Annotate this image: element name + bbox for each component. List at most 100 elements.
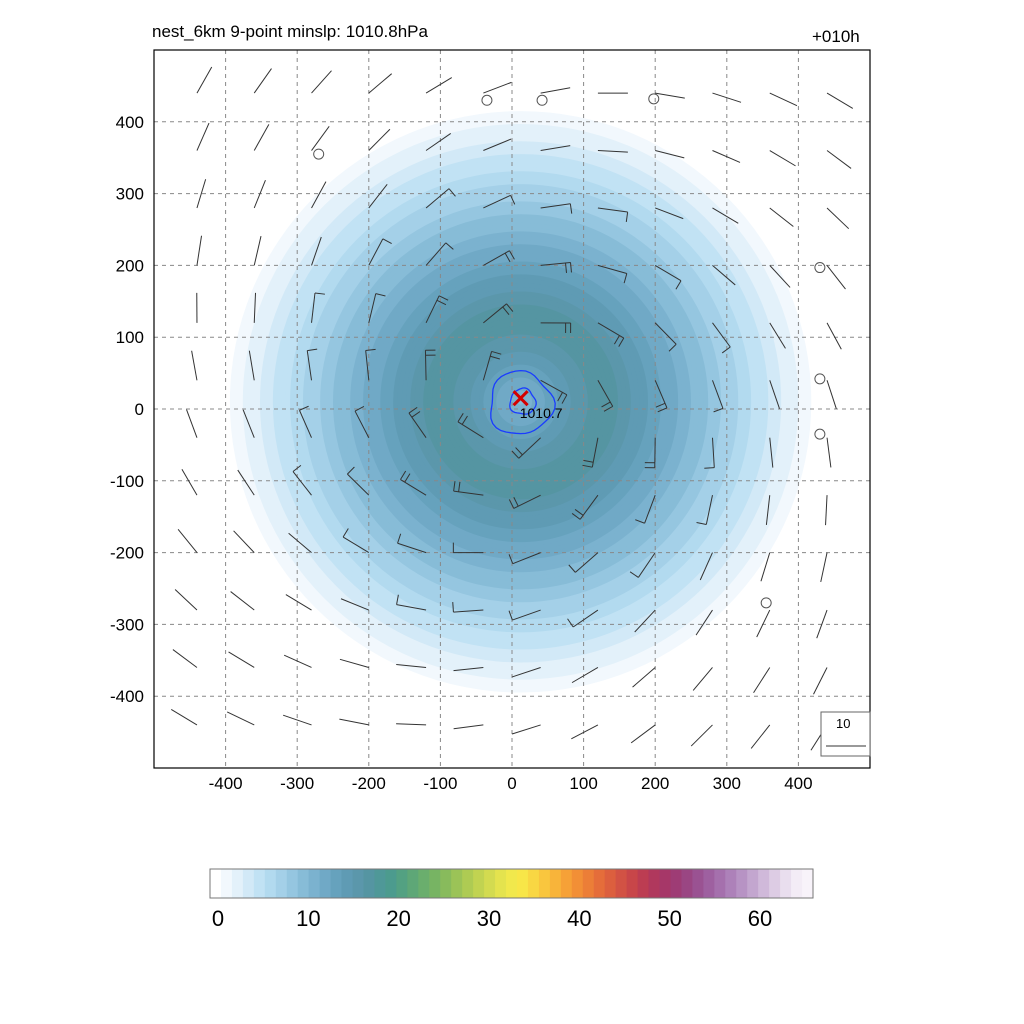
wind-barb-staff	[750, 724, 771, 749]
forecast-hour-label: +010h	[812, 27, 860, 46]
y-tick-label: 100	[116, 328, 144, 347]
colorbar-swatch	[527, 869, 540, 898]
wind-barb-staff	[311, 125, 330, 151]
wind-barb-staff	[171, 708, 198, 726]
colorbar-swatch	[769, 869, 781, 898]
wind-barb-staff	[597, 150, 628, 153]
colorbar-swatch	[451, 869, 463, 898]
colorbar-swatch	[780, 869, 792, 898]
y-tick-label: 300	[116, 185, 144, 204]
colorbar-swatch	[604, 869, 617, 898]
wind-barb-staff	[692, 667, 713, 691]
wind-barb-flag	[623, 273, 628, 284]
wind-barb-staff	[306, 350, 313, 381]
wind-barb-staff	[196, 122, 210, 151]
center-x-stroke	[512, 390, 529, 407]
y-tick-label: -300	[110, 615, 144, 634]
wind-barb-staff	[756, 609, 771, 638]
calm-circle	[481, 94, 493, 106]
wind-barb-staff	[630, 724, 656, 744]
colorbar-tick-label: 0	[212, 906, 224, 931]
wind-barb-flag	[404, 473, 411, 483]
y-tick-label: -400	[110, 687, 144, 706]
wind-barb-staff	[711, 437, 715, 468]
x-tick-label: 200	[641, 774, 669, 793]
wind-barb-flag	[342, 528, 349, 538]
plot-frame	[153, 49, 871, 769]
wind-barb-flag	[438, 295, 449, 301]
colorbar-swatch	[495, 869, 507, 898]
wind-barb-staff	[826, 437, 832, 468]
colorbar-swatch	[538, 869, 551, 898]
wind-barb-staff	[365, 350, 370, 381]
colorbar-swatch	[308, 869, 321, 898]
wind-barb-staff	[654, 264, 682, 282]
wind-barb-staff	[826, 380, 837, 409]
wind-barb-staff	[769, 92, 798, 107]
wind-barb-flag	[397, 533, 402, 544]
wind-barb-staff	[196, 235, 203, 266]
wind-barb-staff	[826, 265, 846, 290]
wind-barb-flag	[458, 481, 461, 492]
wind-barb-flag	[504, 252, 511, 263]
colorbar-swatch	[637, 869, 650, 898]
wind-barb-flag	[314, 292, 325, 295]
wind-barb-flag	[411, 411, 421, 418]
colorbar-swatch	[549, 869, 562, 898]
colorbar-swatch	[220, 869, 233, 898]
wind-barb-staff	[226, 711, 255, 726]
wind-barb-staff	[769, 322, 786, 349]
wind-barb-staff	[172, 649, 198, 668]
wind-barb-staff	[483, 194, 511, 209]
colorbar-tick-label: 30	[477, 906, 501, 931]
colorbar-swatch	[253, 869, 266, 898]
wind-barb-staff	[181, 468, 198, 496]
wind-barb-flag	[490, 355, 500, 360]
x-axis-ticks: -400 -300 -200 -100 0 100 200 300 400	[209, 774, 813, 793]
contour-label: 1010.7	[520, 405, 563, 421]
colorbar-tick-label: 50	[657, 906, 681, 931]
wind-barb-staff	[769, 207, 794, 227]
reference-vector-box: 10	[820, 711, 871, 757]
wind-barb-flag	[491, 350, 502, 355]
colorbar-swatch	[736, 869, 748, 898]
wind-barb-flag	[299, 405, 309, 411]
colorbar-tick-label: 20	[386, 906, 410, 931]
wind-barb-staff	[196, 66, 213, 94]
wind-barb-staff	[820, 552, 828, 583]
wind-barb-staff	[769, 150, 796, 167]
wind-barb-flag	[506, 303, 514, 312]
colorbar-swatch	[374, 869, 387, 898]
wind-barb-flag	[396, 594, 399, 605]
wind-barb-staff	[425, 133, 452, 151]
wind-barb-flag	[569, 262, 572, 273]
colorbar-swatch	[593, 869, 606, 898]
wind-barbs	[171, 66, 854, 751]
wind-barb-flag	[511, 450, 520, 459]
colorbar-swatch	[747, 869, 759, 898]
colorbar-swatch	[692, 869, 704, 898]
wind-barb-flag	[603, 405, 613, 412]
wind-barb-flag	[696, 521, 707, 526]
wind-barb-staff	[769, 265, 791, 288]
wind-barb-staff	[695, 609, 713, 636]
wind-barb-staff	[769, 437, 774, 468]
colorbar-swatch	[560, 869, 573, 898]
wind-barb-staff	[712, 150, 741, 163]
wind-barb-staff	[712, 92, 742, 103]
wind-barb-staff	[339, 718, 369, 726]
wind-barb-flag	[657, 407, 668, 413]
pressure-contour	[490, 369, 556, 435]
colorbar-swatch	[582, 869, 595, 898]
colorbar-swatch	[418, 869, 430, 898]
wind-barb-staff	[712, 207, 739, 224]
colorbar-swatch	[407, 869, 419, 898]
wind-barb-flag	[509, 250, 515, 260]
wind-barb-flag	[568, 564, 576, 573]
colorbar-swatch	[363, 869, 376, 898]
wind-barb-flag	[400, 470, 407, 480]
wind-barb-flag	[292, 464, 302, 472]
colorbar-swatch	[319, 869, 332, 898]
y-tick-label: 400	[116, 113, 144, 132]
colorbar-swatch	[626, 869, 639, 898]
